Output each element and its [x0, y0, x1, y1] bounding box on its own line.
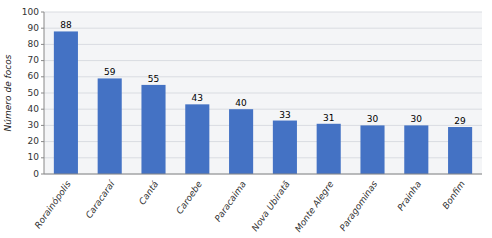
y-axis: 0 10 20 30 40 50 60 70 80 90 100	[22, 7, 44, 179]
data-label: 55	[148, 74, 159, 84]
x-tick-label: Monte Alegre	[293, 179, 336, 234]
y-tick-label: 10	[28, 152, 40, 162]
bar	[141, 85, 165, 174]
y-tick-label: 40	[28, 104, 40, 114]
x-axis: Rorainópolis Caracaraí Cantá Caroebe Paracai…	[33, 178, 467, 234]
data-label: 31	[323, 113, 334, 123]
bar	[273, 121, 297, 174]
grid-line	[44, 60, 482, 61]
data-label: 40	[235, 98, 247, 108]
x-tick-label: Caracaraí	[84, 178, 118, 220]
bar	[229, 109, 253, 174]
grid	[44, 12, 482, 174]
bar	[360, 125, 384, 174]
x-tick-label: Cantá	[137, 179, 161, 207]
bar	[404, 125, 428, 174]
y-tick-label: 50	[28, 88, 40, 98]
y-axis-line	[44, 12, 45, 174]
bar	[54, 31, 78, 174]
bar	[448, 127, 472, 174]
bar	[317, 124, 341, 174]
bar	[98, 78, 122, 174]
grid-line	[44, 28, 482, 29]
plot-background	[44, 12, 482, 174]
x-tick-label: Rorainópolis	[33, 179, 73, 231]
chart: 0 10 20 30 40 50 60 70 80 90 100 88 59 55 43 40 33 31 30 30…	[0, 0, 492, 238]
x-tick-label: Prainha	[395, 179, 423, 213]
y-axis-label: Número de focos	[3, 54, 13, 131]
y-tick-label: 20	[28, 136, 40, 146]
data-label: 29	[454, 116, 466, 126]
chart-container: 0 10 20 30 40 50 60 70 80 90 100 88 59 55 43 40 33 31 30 30…	[0, 0, 492, 238]
x-axis-line	[44, 174, 482, 175]
grid-line	[44, 44, 482, 45]
y-tick-label: 30	[28, 120, 40, 130]
bars	[54, 31, 472, 174]
y-tick-label: 60	[28, 71, 40, 81]
data-labels: 88 59 55 43 40 33 31 30 30 29	[60, 20, 466, 126]
data-label: 59	[104, 67, 116, 77]
data-label: 33	[279, 110, 290, 120]
grid-line	[44, 174, 482, 175]
data-label: 43	[192, 93, 203, 103]
data-label: 30	[411, 114, 423, 124]
y-tick-label: 70	[28, 55, 40, 65]
x-tick-label: Paracaima	[213, 179, 248, 224]
x-tick-label: Nova Ubiratã	[250, 179, 292, 233]
bar	[185, 104, 209, 174]
y-tick-label: 0	[33, 169, 39, 179]
data-label: 30	[367, 114, 379, 124]
y-tick-label: 80	[28, 39, 40, 49]
x-tick-label: Paragominas	[338, 179, 380, 233]
y-tick-label: 90	[28, 23, 40, 33]
data-label: 88	[60, 20, 72, 30]
x-tick-label: Bonfim	[440, 179, 467, 211]
y-tick-label: 100	[22, 7, 39, 17]
grid-line	[44, 12, 482, 13]
x-tick-label: Caroebe	[174, 179, 204, 216]
